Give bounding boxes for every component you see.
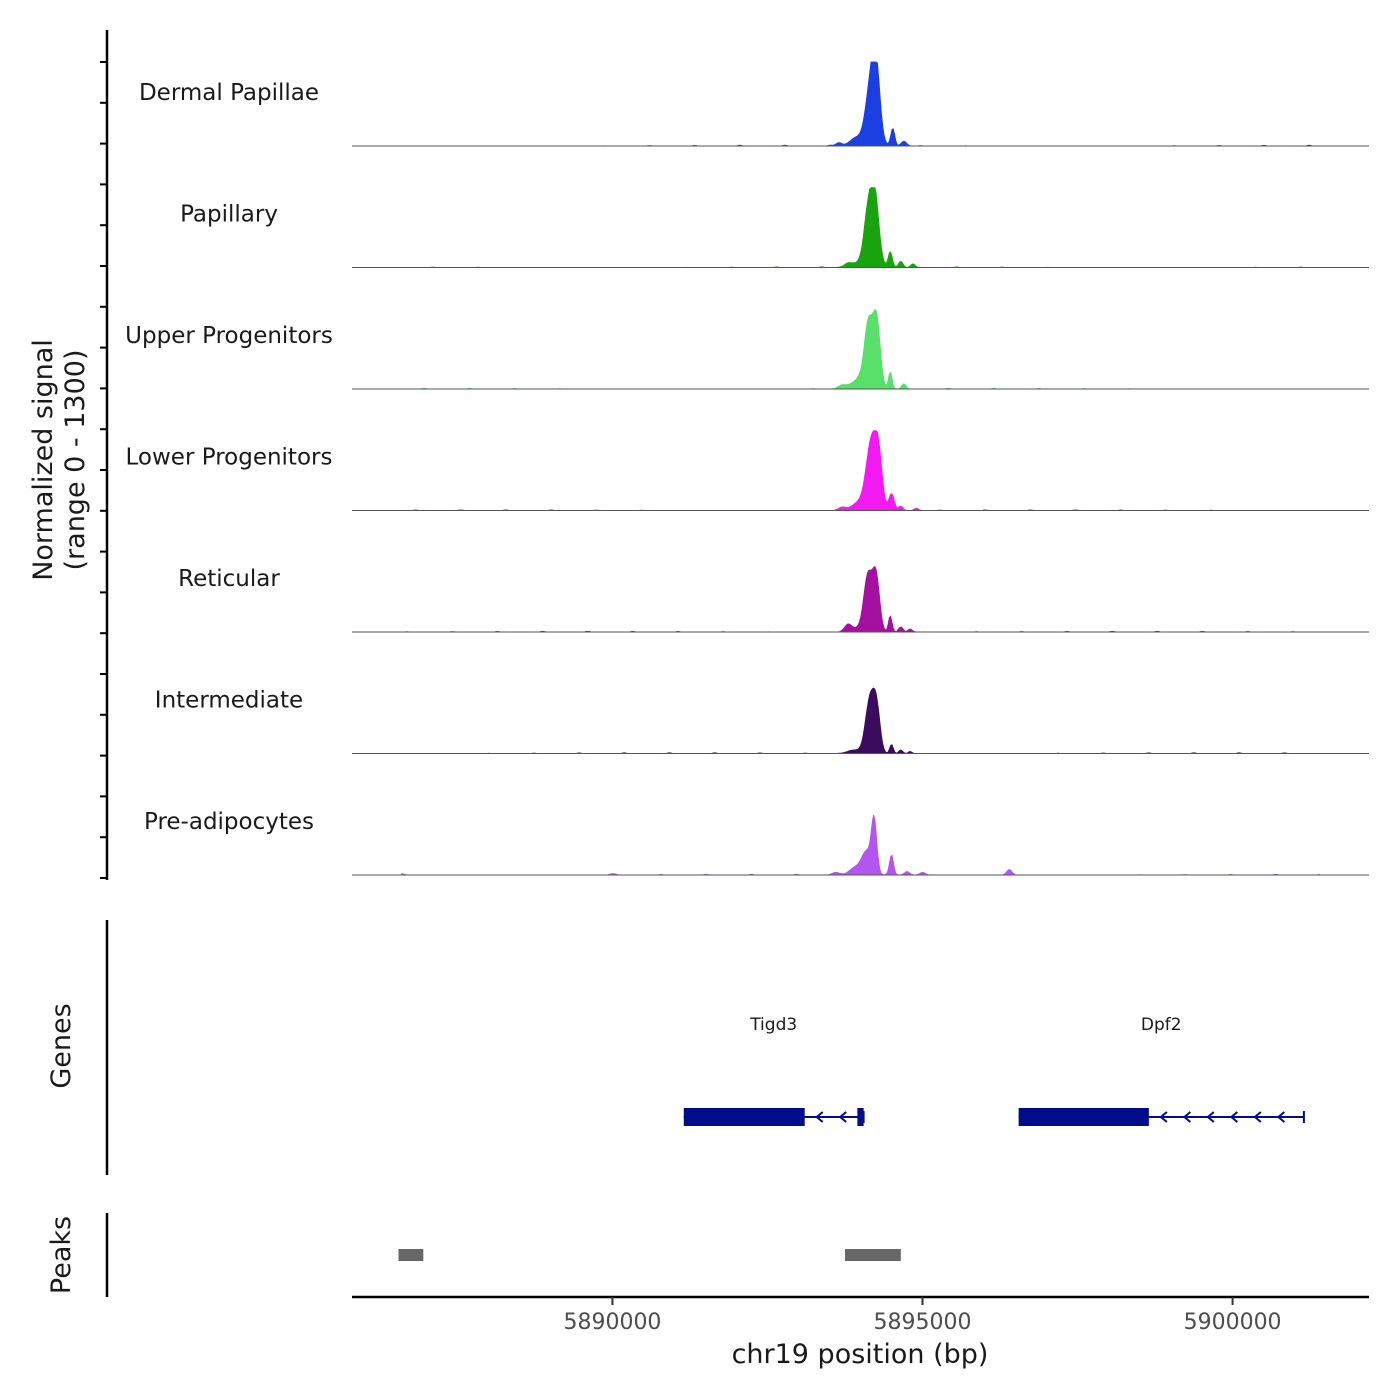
signal-area xyxy=(401,430,1320,511)
genes-panel-title: Genes xyxy=(46,1003,77,1088)
track-papillary: Papillary xyxy=(180,187,1369,268)
signal-area xyxy=(401,187,1320,268)
y-axis-title-line2: (range 0 - 1300) xyxy=(60,350,91,571)
x-tick-label: 5895000 xyxy=(874,1310,972,1335)
track-dermal-papillae: Dermal Papillae xyxy=(139,61,1369,147)
strand-arrow xyxy=(1182,1111,1192,1123)
track-label: Dermal Papillae xyxy=(139,80,319,106)
track-label: Papillary xyxy=(180,202,278,228)
peaks-panel-title: Peaks xyxy=(46,1216,77,1294)
track-intermediate: Intermediate xyxy=(155,688,1369,754)
peak-track xyxy=(398,1249,901,1261)
gene-dpf2: Dpf2 xyxy=(1018,1015,1305,1126)
signal-area xyxy=(401,814,1320,876)
x-tick-label: 5890000 xyxy=(563,1310,661,1335)
track-label: Intermediate xyxy=(155,688,303,714)
track-label: Reticular xyxy=(178,566,280,592)
gene-exon xyxy=(683,1108,805,1126)
signal-area xyxy=(401,308,1320,390)
track-label: Pre-adipocytes xyxy=(144,809,314,835)
track-reticular: Reticular xyxy=(178,565,1369,633)
gene-tigd3: Tigd3 xyxy=(683,1015,865,1126)
peak-region xyxy=(398,1249,424,1261)
signal-tracks: Dermal Papillae Papillary Upper Progenitor… xyxy=(125,61,1369,876)
track-pre-adipocytes: Pre-adipocytes xyxy=(144,809,1369,876)
signal-y-ticks xyxy=(100,61,107,879)
strand-arrow xyxy=(1229,1111,1239,1123)
track-label: Lower Progenitors xyxy=(126,445,333,471)
strand-arrow xyxy=(1253,1111,1262,1123)
strand-arrow xyxy=(838,1111,847,1123)
y-axis-title-line1: Normalized signal xyxy=(28,339,59,581)
gene-label: Dpf2 xyxy=(1141,1015,1182,1035)
signal-area xyxy=(401,565,1320,633)
x-axis-ticks: 5890000 5895000 5900000 xyxy=(563,1297,1282,1335)
strand-arrow xyxy=(1159,1111,1168,1123)
x-axis-title: chr19 position (bp) xyxy=(732,1339,989,1370)
peak-region xyxy=(844,1249,901,1261)
track-upper-progenitors: Upper Progenitors xyxy=(125,308,1369,390)
signal-area xyxy=(401,61,1320,147)
strand-arrow xyxy=(1276,1111,1286,1123)
track-lower-progenitors: Lower Progenitors xyxy=(126,430,1369,511)
strand-arrow xyxy=(1206,1111,1215,1123)
gene-exon xyxy=(1018,1108,1149,1126)
strand-arrow xyxy=(815,1111,824,1123)
y-axis-title: Normalized signal (range 0 - 1300) xyxy=(28,339,91,581)
gene-exon xyxy=(857,1108,864,1126)
gene-annotation-track: Tigd3 Dpf2 xyxy=(683,1015,1305,1126)
track-label: Upper Progenitors xyxy=(125,323,333,349)
signal-area xyxy=(401,687,1320,754)
gene-label: Tigd3 xyxy=(749,1015,797,1035)
x-tick-label: 5900000 xyxy=(1184,1310,1282,1335)
